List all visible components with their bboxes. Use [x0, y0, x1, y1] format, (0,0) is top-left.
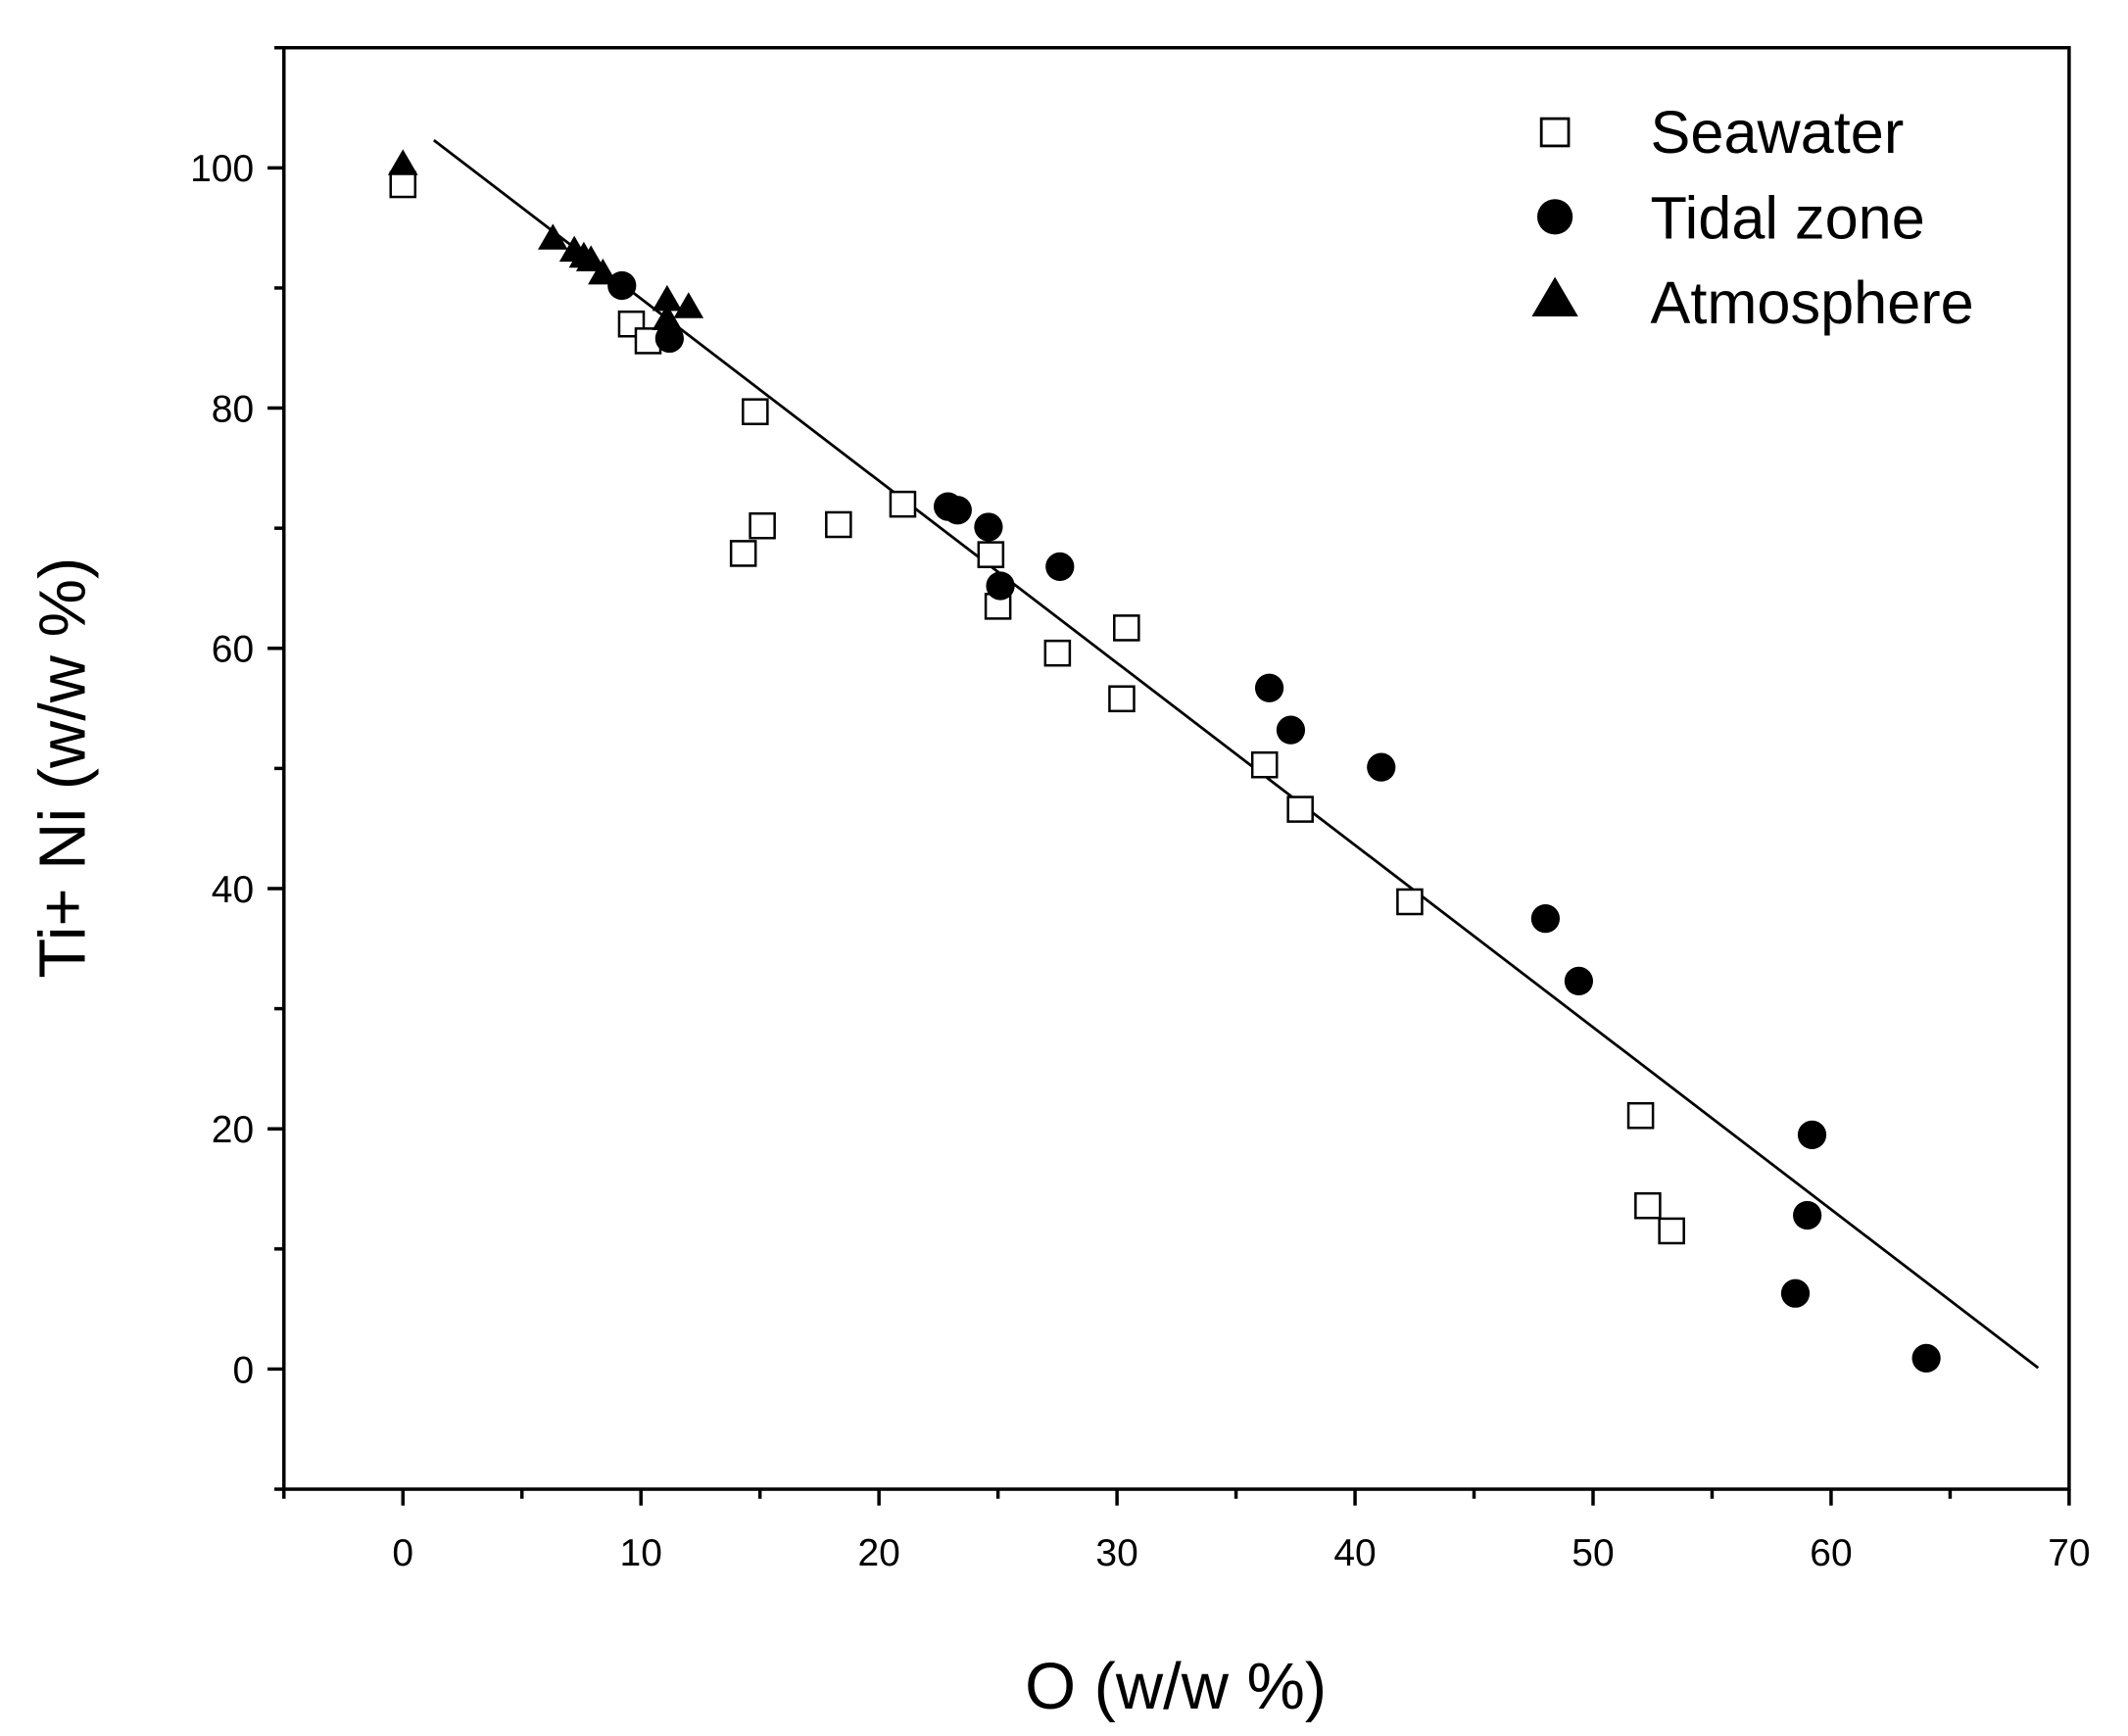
tidal-zone-point: [986, 571, 1015, 601]
atmosphere-point: [575, 245, 606, 271]
tidal-zone-point: [1367, 752, 1396, 782]
data-marks: [387, 139, 2040, 1374]
atmosphere-point: [387, 149, 418, 175]
seawater-point: [389, 170, 417, 199]
legend-label-tidal-zone: Tidal zone: [1651, 185, 1925, 252]
fit-line: [432, 139, 2040, 1370]
tidal-zone-point: [1045, 552, 1075, 582]
seawater-point: [889, 490, 917, 518]
y-tick-label: 40: [212, 869, 254, 911]
y-tick-label: 80: [212, 388, 254, 430]
tidal-zone-point: [1564, 966, 1594, 996]
legend-marker-seawater: [1539, 117, 1571, 148]
seawater-point: [825, 510, 852, 539]
seawater-point: [1043, 639, 1072, 667]
x-tick-label: 30: [1095, 1532, 1137, 1574]
atmosphere-point: [673, 292, 704, 318]
tidal-zone-point: [974, 512, 1003, 542]
y-tick-label: 20: [212, 1109, 254, 1151]
x-tick-label: 10: [620, 1532, 662, 1574]
legend: Seawater Tidal zone Atmosphere: [1531, 99, 1974, 336]
y-tick-label: 0: [232, 1349, 254, 1391]
tidal-zone-point: [1276, 715, 1306, 745]
x-tick-label: 70: [2048, 1532, 2090, 1574]
atmosphere-point: [538, 223, 568, 250]
atmosphere-point: [652, 284, 683, 312]
seawater-point: [1250, 750, 1279, 779]
legend-label-seawater: Seawater: [1651, 99, 1905, 166]
axis-ticks: 0 10 20 30 40 50 60 70 0 20 40 60 80 100: [190, 45, 2091, 1574]
tidal-zone-point: [607, 270, 637, 301]
x-axis-label: O (w/w %): [1025, 1651, 1327, 1723]
plot-frame: [282, 45, 2071, 1491]
atmosphere-point: [588, 258, 618, 285]
seawater-point: [1286, 796, 1314, 823]
seawater-point: [1113, 614, 1140, 642]
y-tick-label: 60: [212, 629, 254, 671]
tidal-zone-point: [654, 323, 684, 354]
tidal-zone-point: [943, 496, 972, 525]
seawater-point: [742, 398, 769, 426]
tidal-zone-point: [1793, 1200, 1822, 1230]
atmosphere-point: [652, 304, 683, 330]
tidal-zone-point: [1780, 1278, 1811, 1308]
seawater-point: [749, 511, 776, 540]
legend-label-atmosphere: Atmosphere: [1651, 269, 1974, 336]
seawater-point: [729, 540, 757, 567]
seawater-point: [1634, 1191, 1662, 1220]
x-tick-label: 50: [1572, 1532, 1614, 1574]
tidal-zone-point: [1797, 1120, 1827, 1149]
seawater-point: [634, 327, 662, 355]
x-tick-label: 40: [1333, 1532, 1376, 1574]
tidal-zone-point: [1530, 904, 1561, 934]
seawater-point: [1626, 1101, 1655, 1130]
legend-marker-atmosphere: [1531, 276, 1578, 316]
x-tick-label: 60: [1810, 1532, 1852, 1574]
legend-marker-tidal-zone: [1537, 199, 1573, 235]
y-axis-label: Ti+ Ni (w/w %): [27, 557, 100, 979]
y-tick-label: 100: [190, 148, 254, 190]
x-tick-label: 0: [392, 1532, 413, 1574]
seawater-point: [977, 541, 1005, 568]
seawater-point: [1396, 888, 1424, 916]
seawater-point: [1108, 685, 1136, 713]
tidal-zone-point: [1911, 1343, 1941, 1374]
seawater-point: [1658, 1217, 1685, 1245]
tidal-zone-point: [1254, 673, 1284, 702]
x-tick-label: 20: [857, 1532, 899, 1574]
